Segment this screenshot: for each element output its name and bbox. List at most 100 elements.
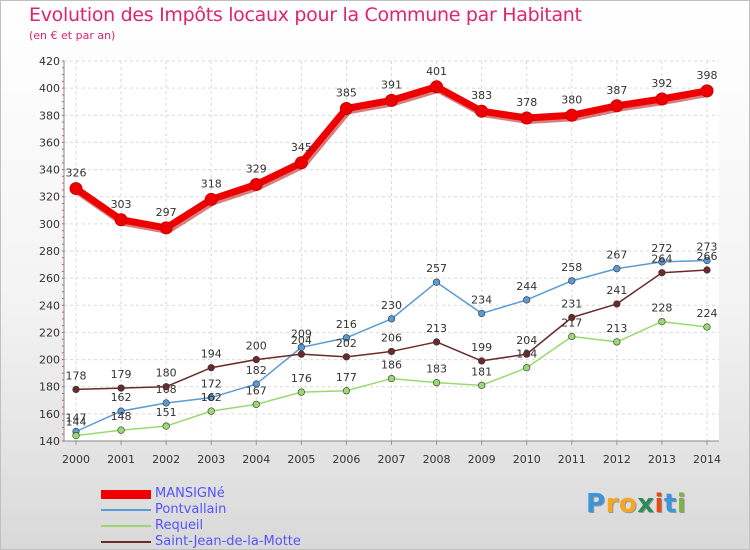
x-tick-label: 2009 (468, 453, 496, 466)
data-label: 200 (246, 340, 267, 353)
data-label: 383 (471, 89, 492, 102)
data-label: 167 (246, 384, 267, 397)
x-tick-label: 2010 (513, 453, 541, 466)
data-label: 387 (606, 84, 627, 97)
data-point (159, 221, 173, 235)
logo-letter: i (676, 489, 687, 519)
data-point (342, 387, 351, 395)
legend-item: Requeil (101, 518, 301, 534)
y-tick-label: 320 (39, 191, 60, 204)
data-point (703, 323, 711, 331)
y-tick-label: 160 (39, 408, 60, 421)
x-tick-label: 2003 (197, 453, 225, 466)
data-label: 224 (697, 307, 718, 320)
data-point (568, 277, 576, 285)
data-label: 216 (336, 318, 357, 331)
data-label: 204 (516, 334, 537, 347)
legend-label: Pontvallain (155, 502, 227, 517)
legend-item: Pontvallain (101, 502, 301, 518)
data-label: 183 (426, 363, 447, 376)
data-label: 179 (111, 368, 132, 381)
data-point (297, 350, 305, 358)
data-label: 241 (606, 284, 627, 297)
data-label: 392 (651, 77, 672, 90)
data-point (339, 102, 353, 115)
y-tick-label: 260 (39, 272, 60, 285)
data-point (700, 84, 714, 98)
data-point (204, 192, 218, 206)
x-tick-label: 2011 (558, 453, 586, 466)
data-label: 194 (201, 348, 222, 361)
x-tick-label: 2004 (242, 453, 270, 466)
data-label: 204 (291, 334, 312, 347)
data-label: 180 (156, 367, 177, 380)
x-tick-label: 2002 (152, 453, 180, 466)
chart-subtitle: (en € et par an) (29, 29, 116, 42)
legend-swatch (101, 509, 151, 511)
data-point (478, 381, 486, 389)
data-label: 258 (561, 261, 582, 274)
data-label: 264 (651, 253, 672, 266)
x-tick-label: 2013 (648, 453, 676, 466)
data-label: 257 (426, 262, 447, 275)
data-label: 267 (606, 249, 627, 262)
data-point (478, 357, 486, 365)
data-label: 318 (201, 177, 222, 190)
x-tick-label: 2014 (693, 453, 721, 466)
data-point (297, 388, 305, 396)
logo-letter: r (605, 489, 619, 519)
data-label: 213 (426, 322, 447, 335)
data-label: 151 (156, 406, 177, 419)
data-label: 297 (156, 206, 177, 219)
logo-letter: t (663, 489, 677, 519)
legend-label: MANSIGNé (155, 486, 225, 501)
data-point (523, 296, 531, 304)
y-tick-label: 420 (39, 55, 60, 68)
legend-item: MANSIGNé (101, 486, 301, 502)
x-tick-label: 2007 (378, 453, 406, 466)
data-point (117, 426, 125, 434)
proxiti-logo: Proxiti (586, 489, 686, 519)
data-point (252, 380, 260, 388)
data-point (703, 256, 711, 265)
data-point (610, 99, 624, 113)
data-point (294, 156, 308, 170)
data-label: 266 (697, 250, 718, 263)
data-label: 380 (561, 93, 582, 106)
data-label: 244 (516, 280, 537, 293)
data-label: 228 (651, 302, 672, 315)
data-point (430, 80, 444, 94)
y-tick-label: 360 (39, 136, 60, 149)
data-point (475, 104, 489, 118)
x-tick-label: 2000 (62, 453, 90, 466)
y-tick-label: 200 (39, 354, 60, 367)
data-point (387, 315, 396, 323)
data-label: 176 (291, 372, 312, 385)
data-point (162, 399, 170, 407)
chart-legend: MANSIGNé Pontvallain Requeil Saint-Jean-de-… (101, 486, 301, 549)
data-point (342, 353, 351, 361)
y-tick-label: 300 (39, 218, 60, 231)
data-label: 177 (336, 371, 357, 384)
y-tick-label: 380 (39, 109, 60, 122)
data-point (520, 111, 534, 125)
data-label: 273 (697, 241, 718, 254)
data-point (342, 334, 351, 342)
data-label: 172 (201, 378, 222, 391)
chart-title: Evolution des Impôts locaux pour la Comm… (29, 4, 582, 26)
data-label: 303 (111, 198, 132, 211)
logo-letter: x (637, 489, 655, 519)
y-tick-label: 340 (39, 164, 60, 177)
data-point (162, 383, 170, 391)
data-point (387, 374, 396, 383)
x-tick-label: 2006 (332, 453, 360, 466)
x-tick-label: 2001 (107, 453, 135, 466)
data-point (387, 347, 396, 356)
data-label: 231 (561, 298, 582, 311)
data-point (568, 332, 576, 341)
data-point (72, 431, 80, 440)
data-point (432, 278, 441, 286)
data-label: 209 (291, 327, 312, 340)
logo-letter: i (654, 489, 664, 519)
